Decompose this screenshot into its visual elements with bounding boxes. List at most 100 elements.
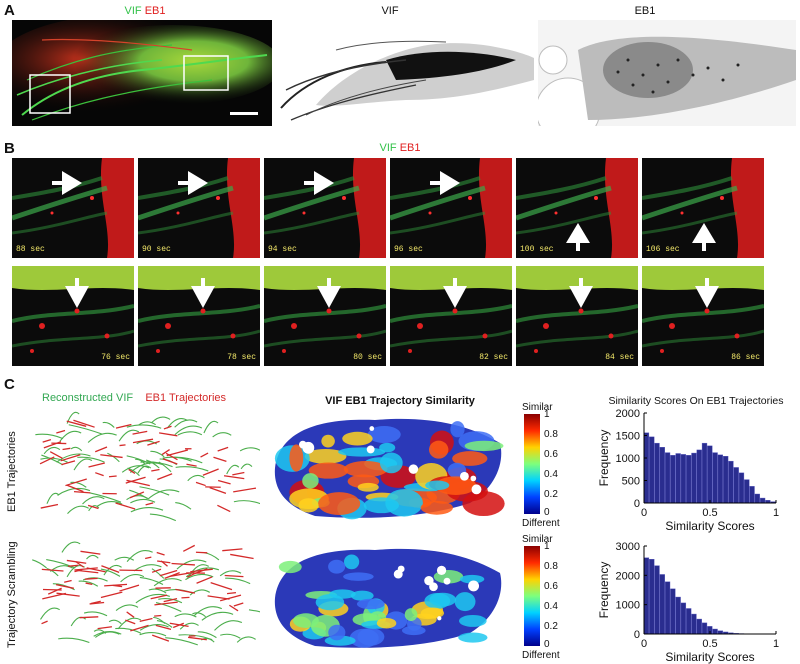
cb-top-tick-04: 0.4	[544, 469, 558, 480]
eb1-label: EB1	[399, 142, 421, 154]
hist-title: Similarity Scores On EB1 Trajectories	[608, 395, 784, 407]
timestamp-label: 96 sec	[394, 245, 423, 254]
histogram-bar	[744, 479, 750, 504]
annotation-arrow	[191, 278, 215, 308]
histogram-bar	[696, 449, 702, 504]
timestamp-label: 88 sec	[16, 245, 45, 254]
vif-label: VIF	[379, 142, 397, 154]
timelapse-frame: 106 sec	[642, 158, 764, 258]
histogram-bar	[686, 455, 692, 504]
panel-a-vif-image	[276, 20, 534, 126]
panel-letter-b: B	[4, 140, 15, 157]
y-tick-label: 2000	[616, 408, 640, 420]
histogram-bar	[728, 460, 734, 504]
histogram-bar	[701, 622, 708, 635]
trajectory-overlay-bottom	[20, 540, 260, 655]
timestamp-label: 100 sec	[520, 245, 554, 254]
cb-bot-tick-04: 0.4	[544, 601, 558, 612]
timelapse-frame: 86 sec	[642, 266, 764, 366]
annotation-arrow	[52, 171, 82, 195]
timelapse-frame: 96 sec	[390, 158, 512, 258]
histogram-bar	[686, 608, 692, 635]
annotation-arrow	[692, 223, 716, 251]
cb-top-tick-08: 0.8	[544, 429, 558, 440]
histogram-bar	[691, 452, 697, 504]
colorbar-bottom-different-label: Different	[522, 650, 560, 661]
cb-top-tick-06: 0.6	[544, 449, 558, 460]
similarity-map-bottom	[265, 538, 510, 653]
histogram-bar	[733, 467, 739, 504]
colorbar-top-similar-label: Similar	[522, 402, 553, 413]
y-tick-label: 500	[622, 476, 640, 488]
panel-a-eb1-title: EB1	[634, 5, 656, 17]
x-axis-label: Similarity Scores	[665, 650, 754, 664]
panel-letter-c: C	[4, 376, 15, 393]
histogram-bar	[664, 581, 671, 635]
histogram-bar	[670, 455, 676, 504]
cb-bot-tick-08: 0.8	[544, 561, 558, 572]
timestamp-label: 78 sec	[227, 353, 256, 362]
row2-label: Trajectory Scrambling	[6, 541, 18, 648]
x-tick-label: 1	[773, 638, 779, 650]
annotation-arrow	[695, 278, 719, 308]
x-axis-label: Similarity Scores	[665, 519, 754, 533]
cb-bot-tick-02: 0.2	[544, 621, 558, 632]
timestamp-label: 82 sec	[479, 353, 508, 362]
histogram-bar	[649, 559, 655, 635]
y-axis-label: Frequency	[597, 562, 611, 619]
annotation-arrow	[317, 278, 341, 308]
cb-bot-tick-1: 1	[544, 541, 550, 552]
trajectory-overlay-top	[20, 410, 260, 525]
timelapse-frame: 94 sec	[264, 158, 386, 258]
histogram-bar	[654, 442, 660, 504]
similarity-map-top	[265, 408, 510, 523]
colorbar-bottom-gradient	[524, 546, 540, 646]
timestamp-label: 94 sec	[268, 245, 297, 254]
histogram-bar	[759, 497, 766, 504]
panel-c-legend: Reconstructed VIF EB1 Trajectories	[42, 392, 226, 404]
histogram-bar	[654, 565, 660, 635]
histogram-bar	[670, 588, 676, 635]
x-tick-label: 0	[641, 638, 647, 650]
y-tick-label: 1000	[616, 600, 640, 612]
cb-top-tick-1: 1	[544, 409, 550, 420]
y-tick-label: 1000	[616, 453, 640, 465]
histogram-top: 0 500 1000 1500 2000 0 0.5 1 Similarity Scores Fr…	[597, 408, 779, 533]
cb-bot-tick-06: 0.6	[544, 581, 558, 592]
y-tick-label: 3000	[616, 541, 640, 553]
cb-top-tick-0: 0	[544, 507, 550, 518]
histogram-bar	[675, 453, 681, 504]
vif-label: VIF	[124, 5, 142, 17]
annotation-arrow	[178, 171, 208, 195]
timestamp-label: 86 sec	[731, 353, 760, 362]
histogram-bar	[680, 602, 687, 635]
timestamp-label: 80 sec	[353, 353, 382, 362]
cb-top-tick-02: 0.2	[544, 489, 558, 500]
panel-a-merge-title: VIF EB1	[100, 5, 190, 17]
annotation-arrow	[443, 278, 467, 308]
x-tick-label: 1	[773, 507, 779, 519]
panel-letter-a: A	[4, 2, 15, 19]
colorbar-bottom: Similar 1 0.8 0.6 0.4 0.2 0 Different	[522, 534, 582, 662]
annotation-arrow	[65, 278, 89, 308]
histogram-bar	[691, 613, 697, 635]
y-tick-label: 1500	[616, 431, 640, 443]
colorbar-bottom-similar-label: Similar	[522, 534, 553, 545]
row1-label: EB1 Trajectories	[6, 431, 18, 512]
y-tick-label: 0	[634, 498, 640, 510]
timelapse-frame: 76 sec	[12, 266, 134, 366]
legend-eb1: EB1 Trajectories	[145, 392, 227, 404]
panel-b-title: VIF EB1	[360, 142, 440, 154]
timelapse-frame: 82 sec	[390, 266, 512, 366]
annotation-arrow	[304, 171, 334, 195]
annotation-arrow	[430, 171, 460, 195]
timestamp-label: 76 sec	[101, 353, 130, 362]
histogram-bar	[717, 454, 723, 504]
histogram-bar	[664, 452, 671, 504]
panel-a-merge-image	[12, 20, 272, 126]
timelapse-frame: 84 sec	[516, 266, 638, 366]
colorbar-top: Similar 1 0.8 0.6 0.4 0.2 0 Different	[522, 402, 582, 530]
histogram-bar	[701, 442, 708, 504]
histogram-bar	[680, 454, 687, 504]
colorbar-top-different-label: Different	[522, 518, 560, 529]
